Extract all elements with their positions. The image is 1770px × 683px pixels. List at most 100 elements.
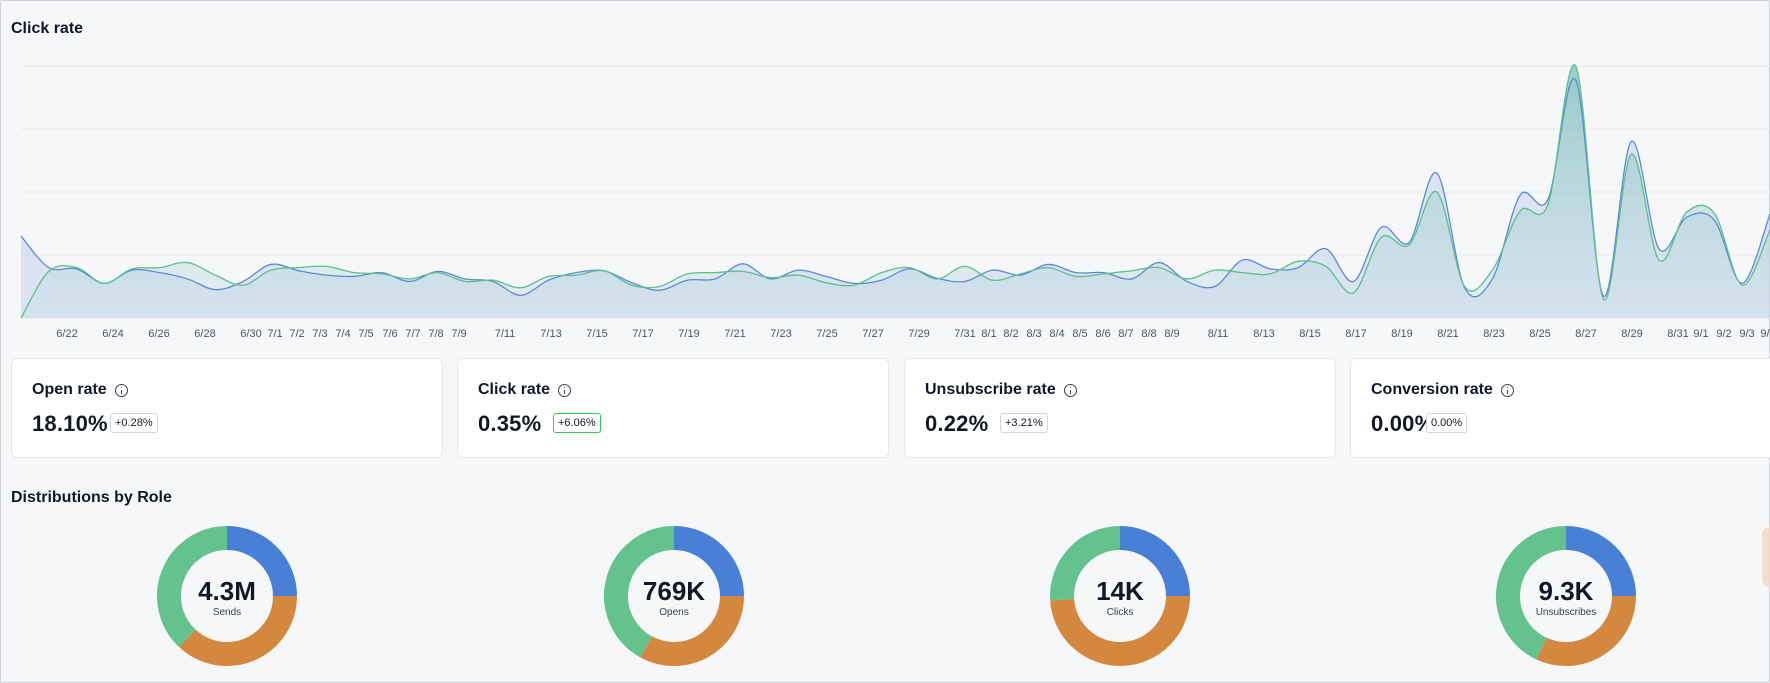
donut-segment: [179, 595, 297, 666]
series-area: [21, 78, 1770, 318]
x-tick-label: 8/13: [1253, 328, 1274, 340]
kpi-value: 18.10%: [32, 411, 108, 436]
x-tick-label: 9/1: [1693, 328, 1708, 340]
x-tick-label: 7/7: [405, 328, 420, 340]
donut-ring: [1496, 526, 1636, 666]
x-tick-label: 8/31: [1667, 328, 1688, 340]
kpi-value: 0.22%: [925, 411, 989, 436]
donut-sends[interactable]: 4.3M Sends: [156, 525, 298, 667]
series-line: [20, 64, 1770, 319]
x-tick-label: 8/1: [981, 328, 996, 340]
x-tick-label: 7/6: [382, 328, 397, 340]
click-rate-chart[interactable]: 6/22 6/24 6/26 6/28 6/30 7/1 7/2 7/3 7/4 7/5 7/6 7/…: [0, 40, 1770, 345]
x-tick-label: 8/6: [1095, 328, 1110, 340]
kpi-delta-badge: +3.21%: [1000, 413, 1048, 433]
x-tick-label: 7/31: [954, 328, 975, 340]
info-icon[interactable]: [558, 383, 572, 397]
donut-segment: [604, 526, 675, 658]
donut-segment: [1119, 526, 1190, 597]
donut-segment: [1050, 595, 1190, 666]
x-tick-label: 8/4: [1049, 328, 1064, 340]
x-tick-label: 7/8: [428, 328, 443, 340]
x-tick-label: 9/2: [1716, 328, 1731, 340]
series-area: [21, 64, 1770, 318]
donut-ring: [157, 526, 297, 666]
x-tick-label: 8/9: [1164, 328, 1179, 340]
donut-ring: [1050, 526, 1190, 666]
distribution-title: Distributions by Role: [11, 489, 172, 506]
x-tick-label: 6/24: [102, 328, 123, 340]
donut-unsubscribes[interactable]: 9.3K Unsubscribes: [1495, 525, 1637, 667]
kpi-card-unsubscribe-rate[interactable]: Unsubscribe rate 0.22% +3.21%: [904, 358, 1336, 458]
donut-segment: [640, 595, 744, 666]
kpi-value: 0.35%: [478, 411, 542, 436]
kpi-value: 0.00%: [1371, 411, 1435, 436]
donut-value: 769K: [642, 576, 706, 606]
x-tick-label: 8/7: [1118, 328, 1133, 340]
donut-segment: [226, 526, 297, 597]
x-tick-label: 8/23: [1483, 328, 1504, 340]
x-tick-label: 8/15: [1299, 328, 1320, 340]
chart-title: Click rate: [11, 20, 84, 37]
kpi-delta-badge: +6.06%: [553, 413, 601, 433]
donut-segment: [157, 526, 228, 648]
x-tick-label: 7/5: [358, 328, 373, 340]
x-tick-label: 7/21: [724, 328, 745, 340]
x-tick-label: 7/17: [632, 328, 653, 340]
x-tick-label: 6/30: [240, 328, 261, 340]
x-tick-label: 8/21: [1437, 328, 1458, 340]
donut-opens[interactable]: 769K Opens: [603, 525, 745, 667]
x-tick-label: 8/19: [1391, 328, 1412, 340]
x-tick-label: 7/1: [267, 328, 282, 340]
donut-segment: [1496, 526, 1567, 660]
info-icon[interactable]: [1063, 383, 1077, 397]
donut-segment: [1536, 595, 1636, 666]
donut-clicks[interactable]: 14K Clicks: [1049, 525, 1191, 667]
donut-ring: [604, 526, 744, 666]
x-tick-label: 9/3: [1739, 328, 1754, 340]
series-line: [20, 77, 1770, 298]
x-tick-label: 8/2: [1003, 328, 1018, 340]
x-tick-label: 8/29: [1621, 328, 1642, 340]
info-icon[interactable]: [1500, 383, 1514, 397]
info-icon[interactable]: [114, 383, 128, 397]
donut-segment: [1050, 526, 1121, 601]
x-tick-label: 8/3: [1026, 328, 1041, 340]
x-tick-label: 7/15: [586, 328, 607, 340]
donut-value: 9.3K: [1538, 576, 1594, 606]
x-tick-label: 7/25: [816, 328, 837, 340]
donut-value: 14K: [1096, 576, 1144, 606]
x-tick-label: 7/4: [335, 328, 350, 340]
x-tick-label: 9/: [1760, 328, 1770, 340]
x-tick-label: 7/13: [540, 328, 561, 340]
donut-label: Sends: [212, 607, 242, 618]
donut-label: Opens: [659, 607, 689, 618]
x-tick-label: 6/26: [148, 328, 169, 340]
x-tick-label: 7/11: [495, 328, 516, 340]
donut-segment: [673, 526, 744, 597]
x-tick-label: 6/28: [194, 328, 215, 340]
donut-label: Clicks: [1106, 607, 1134, 618]
donut-segment: [1565, 526, 1636, 597]
kpi-card-click-rate[interactable]: Click rate 0.35% +6.06%: [457, 358, 889, 458]
x-tick-label: 7/2: [289, 328, 304, 340]
x-tick-label: 6/22: [56, 328, 77, 340]
x-tick-label: 7/19: [678, 328, 699, 340]
x-tick-label: 8/11: [1208, 328, 1229, 340]
x-tick-label: 7/23: [770, 328, 791, 340]
x-tick-label: 8/8: [1141, 328, 1156, 340]
donut-value: 4.3M: [198, 576, 256, 606]
x-tick-label: 7/29: [908, 328, 929, 340]
donut-label: Unsubscribes: [1535, 607, 1597, 618]
side-panel-handle[interactable]: [1762, 527, 1770, 587]
kpi-card-open-rate[interactable]: Open rate 18.10% +0.28%: [11, 358, 443, 458]
kpi-delta-badge: 0.00%: [1426, 413, 1468, 433]
kpi-card-conversion-rate[interactable]: Conversion rate 0.00% 0.00%: [1350, 358, 1770, 458]
x-tick-label: 7/27: [862, 328, 883, 340]
x-tick-label: 7/9: [451, 328, 466, 340]
x-tick-label: 8/27: [1575, 328, 1596, 340]
kpi-label: Click rate: [478, 381, 551, 398]
kpi-label: Open rate: [32, 381, 107, 398]
kpi-delta-badge: +0.28%: [110, 413, 158, 433]
kpi-label: Conversion rate: [1371, 381, 1493, 398]
